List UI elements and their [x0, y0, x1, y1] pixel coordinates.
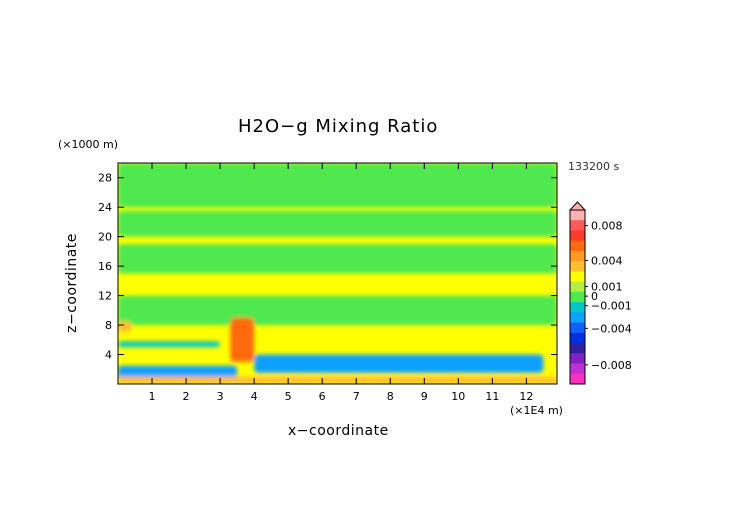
colorbar-swatch — [570, 302, 585, 313]
y-tick-label: 4 — [105, 349, 112, 362]
colorbar-label: 0.008 — [591, 220, 623, 233]
y-tick-label: 28 — [98, 172, 112, 185]
colorbar-swatch — [570, 281, 585, 293]
x-tick-label: 7 — [353, 390, 360, 403]
contour-region — [118, 341, 221, 348]
colorbar-label: −0.001 — [591, 300, 632, 313]
colorbar-swatch — [570, 261, 585, 272]
x-tick-label: 1 — [149, 390, 156, 403]
colorbar-arrow — [568, 201, 587, 211]
x-tick-label: 2 — [183, 390, 190, 403]
colorbar-label: −0.004 — [591, 322, 632, 335]
colorbar-swatch — [570, 250, 585, 262]
colorbar-label: 0.001 — [591, 281, 623, 294]
colorbar-swatch — [570, 343, 585, 354]
chart-title: H2O−g Mixing Ratio — [238, 116, 439, 137]
colorbar-swatch — [570, 210, 585, 221]
y-tick-label: 20 — [98, 231, 112, 244]
x-tick-label: 4 — [251, 390, 258, 403]
x-axis-label: x−coordinate — [288, 423, 389, 439]
x-tick-label: 5 — [285, 390, 292, 403]
contour-region — [118, 210, 557, 237]
colorbar-label: −0.008 — [591, 359, 632, 372]
colorbar-swatch — [570, 240, 585, 252]
colorbar-swatch — [570, 291, 585, 303]
colorbar-swatch — [570, 373, 585, 385]
x-tick-label: 10 — [451, 390, 465, 403]
plot-frame — [117, 162, 558, 385]
colorbar-label: 0.004 — [591, 254, 623, 267]
y-tick-label: 24 — [98, 201, 112, 214]
contour-region — [118, 376, 557, 384]
x-axis-unit: (×1E4 m) — [510, 404, 563, 417]
colorbar-frame — [569, 209, 586, 385]
colorbar-swatch — [570, 322, 585, 334]
colorbar-swatch — [570, 271, 585, 283]
contour-region — [230, 317, 255, 362]
contour-region — [254, 354, 544, 373]
y-tick-label: 12 — [98, 290, 112, 303]
y-axis-unit: (×1000 m) — [58, 138, 119, 151]
colorbar-swatch — [570, 230, 585, 242]
y-tick-label: 16 — [98, 260, 112, 273]
contour-region — [118, 244, 557, 274]
x-tick-label: 12 — [519, 390, 533, 403]
x-tick-label: 11 — [485, 390, 499, 403]
colorbar-swatch — [570, 332, 585, 344]
colorbar-label: 0 — [591, 290, 598, 303]
contour-region — [118, 295, 557, 326]
contour-region — [118, 321, 132, 333]
x-tick-label: 9 — [421, 390, 428, 403]
colorbar-swatch — [570, 363, 585, 375]
colorbar-swatch — [570, 220, 585, 231]
x-tick-label: 6 — [319, 390, 326, 403]
y-tick-label: 8 — [105, 319, 112, 332]
contour-field — [118, 163, 557, 384]
x-tick-label: 8 — [387, 390, 394, 403]
contour-region — [118, 163, 557, 208]
colorbar-swatch — [570, 353, 585, 365]
colorbar-swatch — [570, 312, 585, 324]
time-label: 133200 s — [568, 160, 620, 173]
x-tick-label: 3 — [217, 390, 224, 403]
